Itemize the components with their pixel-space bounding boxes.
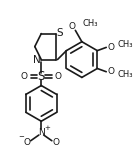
Text: +: + [44, 125, 50, 131]
Text: CH₃: CH₃ [118, 40, 133, 49]
Text: −: − [18, 134, 24, 140]
Text: O: O [108, 67, 115, 76]
Text: N: N [33, 55, 41, 65]
Text: CH₃: CH₃ [118, 70, 133, 79]
Text: S: S [38, 70, 45, 83]
Text: O: O [55, 72, 62, 81]
Text: O: O [52, 138, 59, 147]
Text: S: S [57, 28, 63, 38]
Text: O: O [21, 72, 28, 81]
Text: N: N [38, 128, 45, 137]
Text: CH₃: CH₃ [83, 19, 98, 28]
Text: O: O [23, 138, 30, 147]
Text: O: O [69, 22, 76, 31]
Text: O: O [108, 43, 115, 52]
